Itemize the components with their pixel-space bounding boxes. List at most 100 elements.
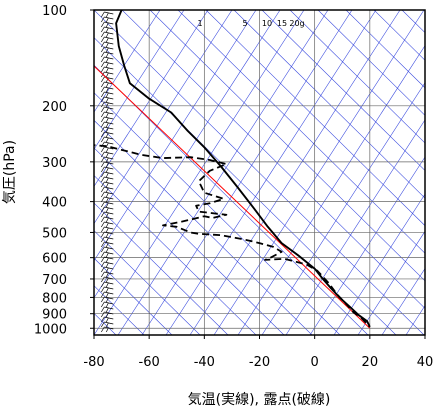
dry-adiabat-line [94,175,257,335]
dry-adiabat-line [430,10,435,335]
wind-barb [101,256,114,263]
wind-barb [101,81,114,88]
mixing-ratio-line [261,82,425,335]
mixing-ratio-line [237,45,425,335]
y-axis-title: 気圧(hPa) [2,140,18,204]
x-tick-label: -80 [83,355,104,370]
y-tick-label: 400 [42,196,67,211]
dewpoint-line [94,144,371,328]
reference-line [94,65,371,329]
wind-barb [101,311,114,318]
wind-barb [101,61,114,68]
dry-adiabat-line [205,10,425,227]
wind-barb [101,161,114,168]
y-tick-label: 900 [42,308,67,323]
y-tick-label: 500 [42,226,67,241]
wind-barb [101,131,114,138]
dry-adiabat-line [289,10,425,144]
y-tick-label: 600 [42,252,67,267]
wind-barb [101,266,114,273]
wind-barb [101,116,114,123]
mixing-ratio-label: 5 [242,19,247,28]
wind-barb [101,91,114,98]
wind-barb [101,316,114,323]
dry-adiabat-line [94,147,285,335]
mixing-ratio-line [94,10,209,187]
dry-adiabat-line [121,10,425,309]
dry-adiabat-line [94,257,173,335]
wind-barb [101,41,114,48]
dry-adiabat-line [94,37,397,335]
mixing-ratio-label: 1 [197,19,202,28]
temperature-line [115,10,371,328]
wind-barb [101,191,114,198]
wind-barb [101,156,114,163]
mixing-ratio-label: 10 [262,19,272,28]
dry-adiabat-line [261,10,425,171]
wind-barb [101,36,114,43]
dry-adiabat-line [94,202,229,335]
wind-barb [101,101,114,108]
wind-barb [101,111,114,118]
wind-barb [101,296,114,303]
y-tick-label: 300 [42,156,67,171]
mixing-ratio-line [381,267,425,335]
x-axis-title: 気温(実線), 露点(破線) [188,392,331,408]
wind-barb [101,11,114,18]
wind-barb [101,236,114,243]
wind-barb [101,126,114,133]
mixing-ratio-line [189,10,401,335]
wind-barb [101,21,114,28]
mixing-ratio-line [94,10,257,262]
wind-barb [101,326,114,333]
mixing-ratio-line [94,10,185,150]
wind-barb [101,96,114,103]
mixing-ratio-label: 15 [277,19,287,28]
wind-barb [101,16,114,23]
wind-barb [101,251,114,258]
wind-barb [101,281,114,288]
wind-barb [101,136,114,143]
wind-barb [101,26,114,33]
dry-adiabat-line [317,10,425,116]
mixing-ratio-line [94,10,233,225]
y-tick-label: 800 [42,291,67,306]
wind-barb [101,201,114,208]
mixing-ratio-line [333,193,425,335]
x-axis-ticks: -80 -60 -40 -20 0 20 40 [83,335,433,370]
x-tick-label: 40 [417,355,434,370]
wind-barb [101,106,114,113]
wind-barb [101,176,114,183]
wind-barb [101,121,114,128]
mixing-ratio-line [357,230,425,335]
mixing-ratio-line [213,10,425,335]
wind-barb [101,76,114,83]
wind-barb [101,166,114,173]
wind-barb [101,46,114,53]
dry-adiabat-line [373,10,425,61]
wind-barb [101,171,114,178]
wind-barb [101,306,114,313]
profile-lines [94,10,371,329]
dry-adiabat-line [345,10,425,89]
mixing-ratio-line [94,10,161,113]
wind-barb [101,231,114,238]
mixing-ratio-label: 20g [289,19,304,28]
x-tick-label: 20 [362,355,379,370]
y-tick-label: 200 [42,100,67,115]
dry-adiabat-line [94,64,369,335]
wind-barb [101,51,114,58]
wind-barb [101,221,114,228]
wind-barb [101,66,114,73]
mixing-ratio-labels: 1 5 10 15 20g [197,19,304,28]
wind-barb [101,211,114,218]
mixing-ratio-line [117,10,329,335]
x-tick-label: 0 [311,355,319,370]
mixing-ratio-line [165,10,377,335]
mixing-ratio-line [430,10,435,335]
wind-barb [101,286,114,293]
y-tick-label: 700 [42,273,67,288]
wind-barb [101,271,114,278]
mixing-ratio-line [405,305,425,335]
wind-barb [101,86,114,93]
